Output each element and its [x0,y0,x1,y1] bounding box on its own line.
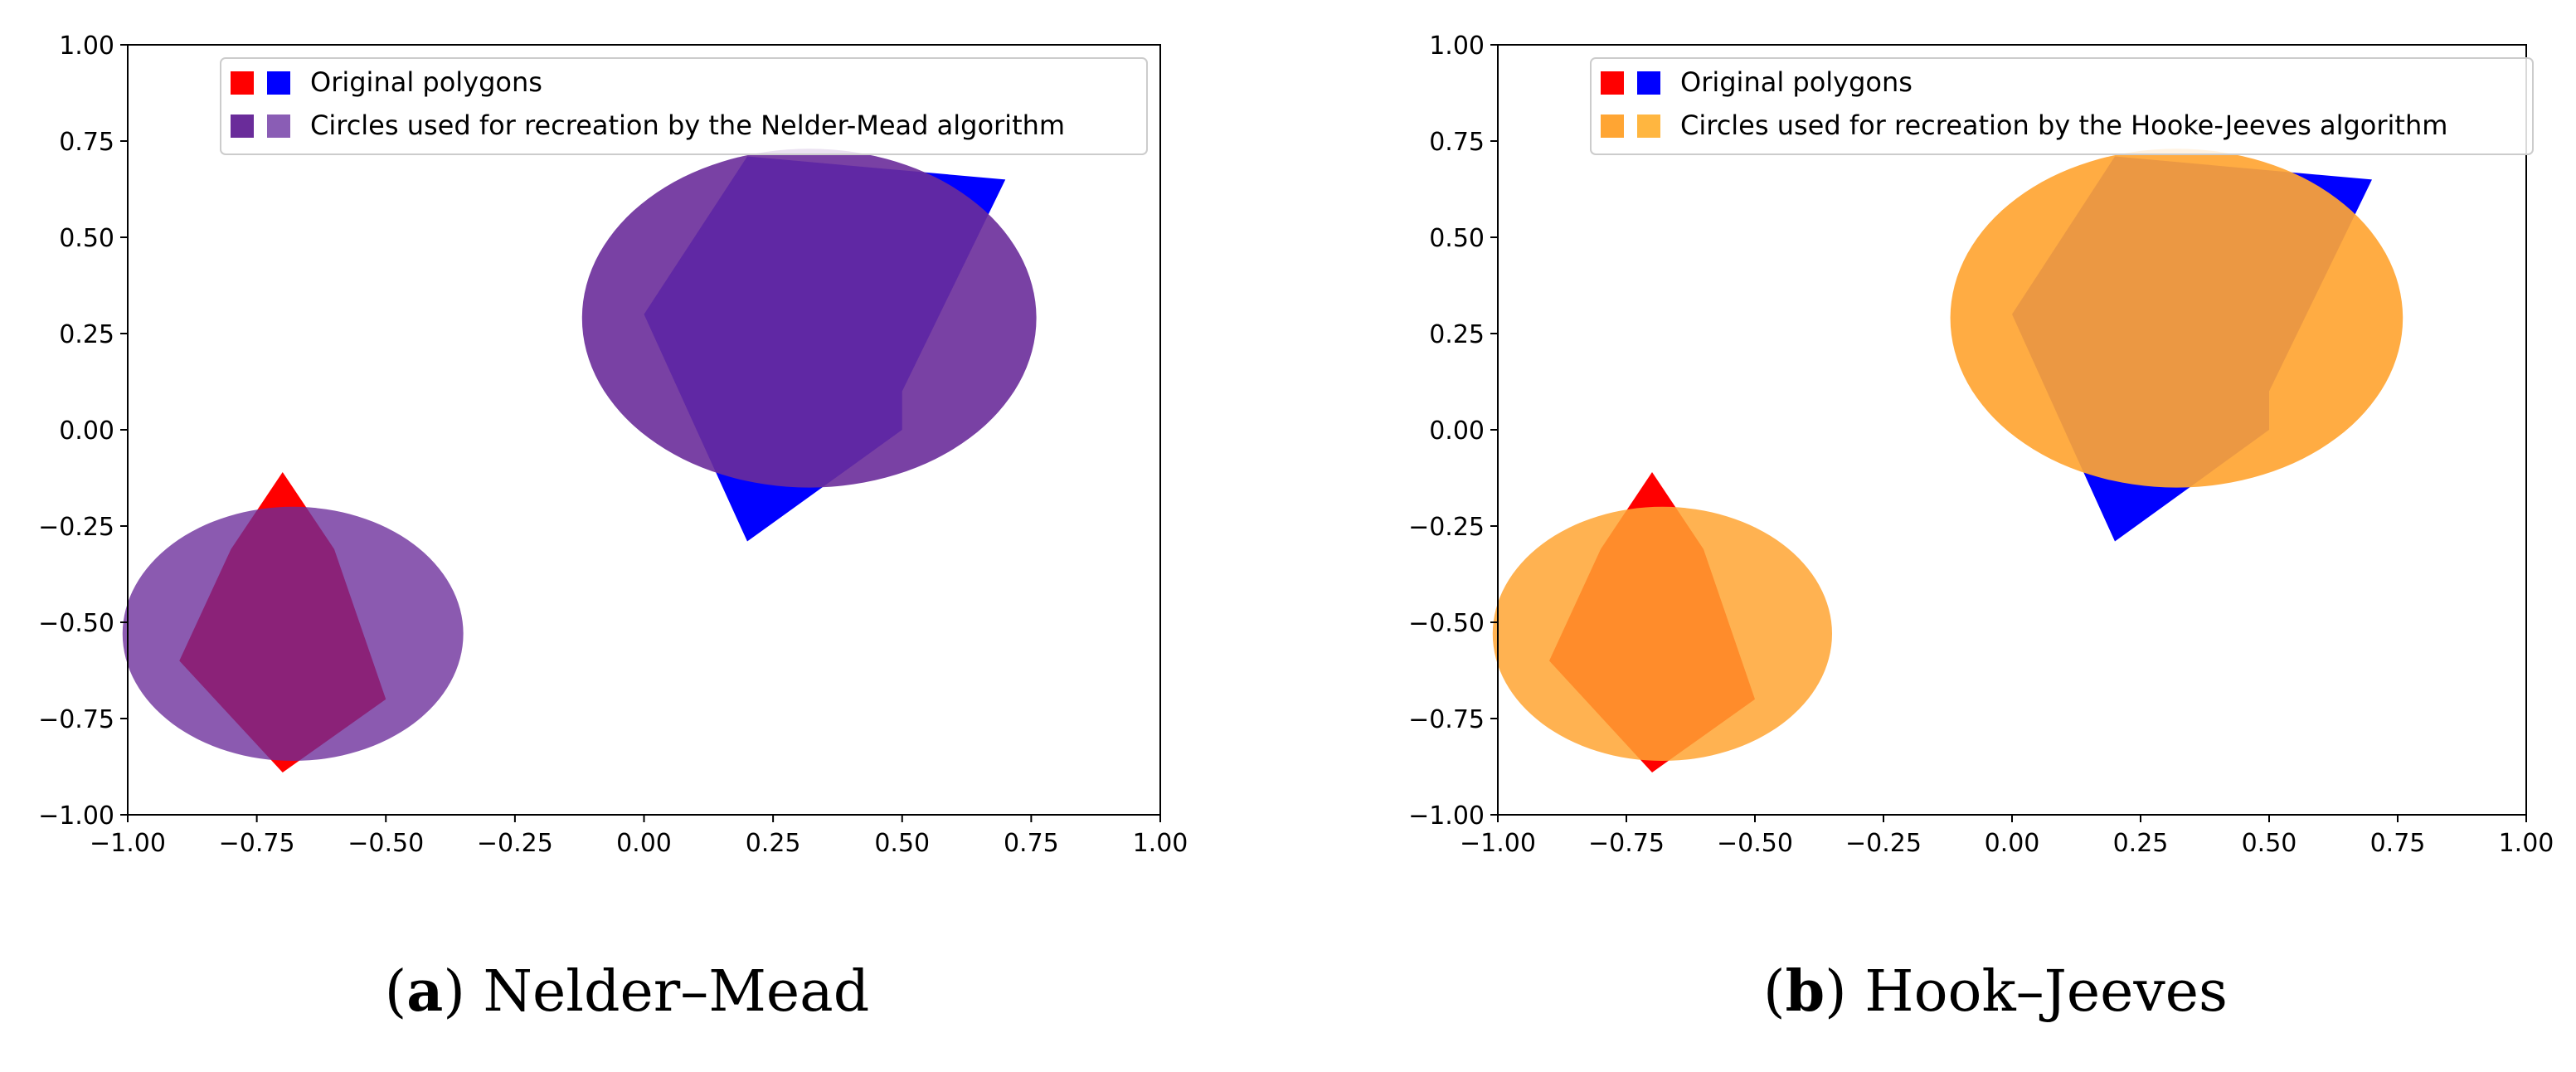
legend-label: Original polygons [310,66,542,98]
x-tick-label: −0.50 [1717,829,1793,858]
x-tick-label: 0.25 [2113,829,2169,858]
x-tick-label: −1.00 [90,829,166,858]
x-tick-label: 0.75 [1004,829,1059,858]
y-tick-label: 0.50 [59,224,114,253]
y-tick-label: −0.25 [1408,513,1485,542]
y-tick-label: −1.00 [38,802,114,831]
y-tick-label: 1.00 [1429,32,1485,61]
caption-title: Hook–Jeeves [1864,959,2228,1025]
recreation-circle-1 [581,149,1037,488]
legend-label: Original polygons [1680,66,1913,98]
y-tick-label: 1.00 [59,32,114,61]
legend-swatch [231,115,254,138]
legend-swatch [1637,71,1660,95]
panel-caption: (b) Hook–Jeeves [1763,958,2228,1025]
x-tick-label: −0.25 [1845,829,1922,858]
legend-swatch [1601,71,1624,95]
x-tick-label: −0.25 [477,829,553,858]
panel-caption: (a) Nelder–Mead [385,958,869,1025]
chart-panel-a: −1.00 −0.75 −0.50 −0.25 0.00 0.25 0.50 0.75 1.00… [38,32,1188,1025]
legend-swatch [1601,115,1624,138]
legend-swatch [267,115,290,138]
x-tick-label: −0.75 [219,829,295,858]
legend-swatch [1637,115,1660,138]
legend-box [1590,57,2534,155]
y-tick-label: 0.00 [1429,417,1485,446]
y-tick-label: 0.00 [59,417,114,446]
x-tick-label: 0.25 [746,829,801,858]
x-tick-label: 0.00 [616,829,672,858]
y-tick-label: −0.25 [38,513,114,542]
x-tick-label: 1.00 [2499,829,2554,858]
caption-close-paren: ) [443,959,483,1025]
recreation-circle-1 [1950,149,2403,488]
legend-label: Circles used for recreation by the Nelde… [310,110,1065,141]
x-tick-label: 0.50 [2242,829,2297,858]
y-tick-label: −0.75 [38,705,114,734]
legend-box [220,57,1148,155]
x-tick-label: 0.75 [2370,829,2426,858]
y-tick-label: 0.25 [59,320,114,349]
y-tick-label: −0.75 [1408,705,1485,734]
y-tick-label: −0.50 [1408,609,1485,638]
x-tick-label: 0.50 [874,829,930,858]
legend: Original polygons Circles used for recrea… [220,57,1148,155]
caption-close-paren: ) [1825,959,1864,1025]
caption-letter: a [406,958,443,1025]
caption-title: Nelder–Mead [484,959,870,1025]
legend-swatch [267,71,290,95]
legend-label: Circles used for recreation by the Hooke… [1680,110,2447,141]
x-tick-label: −0.75 [1588,829,1665,858]
recreation-circle-2 [1492,506,1832,762]
caption-open-paren: ( [1763,959,1786,1025]
caption-letter: b [1786,958,1825,1025]
x-tick-label: −1.00 [1460,829,1536,858]
y-tick-label: −1.00 [1408,802,1485,831]
caption-open-paren: ( [385,959,407,1025]
legend: Original polygons Circles used for recrea… [1590,57,2534,155]
x-tick-label: 0.00 [1985,829,2040,858]
y-tick-label: 0.75 [59,128,114,157]
y-tick-label: −0.50 [38,609,114,638]
x-tick-label: 1.00 [1133,829,1188,858]
y-tick-label: 0.25 [1429,320,1485,349]
legend-swatch [231,71,254,95]
recreation-circle-2 [122,506,464,762]
chart-panel-b: −1.00 −0.75 −0.50 −0.25 0.00 0.25 0.50 0.75 1.00… [1408,32,2554,1025]
x-tick-label: −0.50 [348,829,424,858]
y-tick-label: 0.75 [1429,128,1485,157]
y-tick-label: 0.50 [1429,224,1485,253]
